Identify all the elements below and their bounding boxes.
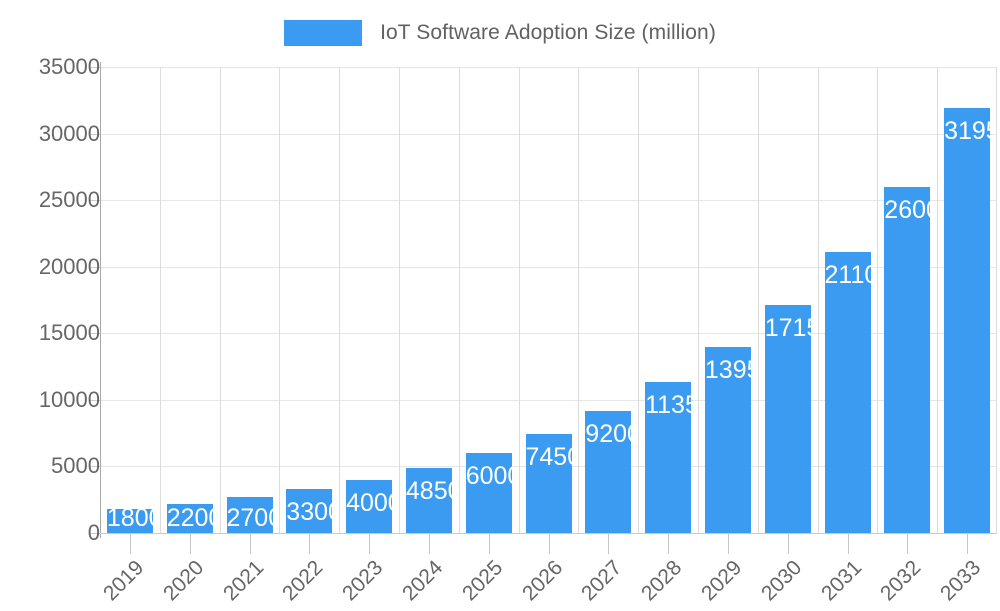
x-axis-tick-label: 2024 [397,556,448,606]
y-axis-tick-mark [90,399,101,401]
x-gridline [519,67,520,533]
x-axis-tick-label: 2020 [158,556,208,606]
y-axis-tick-label: 5000 [51,453,100,479]
x-axis-tick-mark [668,534,669,554]
x-axis-tick-label: 2033 [936,556,986,606]
x-axis-tick-mark [907,534,908,554]
x-gridline [877,67,878,533]
plot-area: 1800220027003300400048506000745092001135… [100,67,997,533]
bar[interactable] [106,509,153,533]
y-axis-tick-label: 0 [87,520,100,545]
y-gridline [100,399,997,401]
y-gridline [100,266,997,268]
y-axis-tick-mark [90,466,101,468]
x-axis-tick-label: 2025 [457,556,507,606]
x-gridline [399,67,400,533]
bar[interactable] [405,468,452,533]
x-axis-tick-label: 2032 [876,556,926,606]
x-axis-tick-label: 2019 [98,556,149,606]
x-axis-tick-mark [250,534,251,554]
x-axis-tick-label: 2026 [517,556,567,606]
y-axis-tick-mark [90,133,101,135]
x-axis-tick-mark [967,534,968,554]
x-axis-tick-mark [728,534,729,554]
x-gridline [578,67,579,533]
x-axis-tick-label: 2023 [338,556,388,606]
x-axis-tick-mark [489,534,490,554]
bar[interactable] [645,381,692,533]
x-axis-tick-label: 2029 [696,556,747,606]
x-gridline [638,67,639,533]
x-gridline [937,67,938,533]
x-gridline [996,67,997,533]
y-axis-tick-label: 15000 [38,320,100,346]
x-gridline [758,67,759,533]
x-gridline [339,67,340,533]
x-axis-tick-label: 2031 [816,556,866,606]
x-axis-tick-mark [848,534,849,554]
x-axis-line [100,533,997,534]
y-axis-tick-label: 35000 [38,54,100,79]
y-axis-tick-label: 25000 [38,187,100,213]
y-gridline [100,67,997,68]
bar[interactable] [226,497,273,533]
y-axis-tick-label: 10000 [38,386,100,412]
y-axis-tick-label: 20000 [38,253,100,279]
bar[interactable] [465,453,512,533]
x-gridline [160,67,161,533]
bar[interactable] [884,186,931,533]
x-gridline [698,67,699,533]
legend-label[interactable]: IoT Software Adoption Size (million) [380,21,716,44]
bar[interactable] [704,347,751,533]
y-axis-line [100,62,101,538]
x-axis-tick-mark [429,534,430,554]
x-axis-tick-mark [190,534,191,554]
y-axis-tick-mark [90,533,101,534]
x-gridline [818,67,819,533]
bar[interactable] [166,503,213,533]
x-gridline [459,67,460,533]
x-axis-tick-label: 2030 [756,556,806,606]
legend-color-swatch[interactable] [284,20,363,46]
y-axis-tick-mark [90,200,101,202]
bar[interactable] [944,107,991,533]
x-axis-tick-label: 2028 [637,556,687,606]
y-gridline [100,133,997,135]
y-axis-tick-label: 30000 [38,120,100,146]
bar[interactable] [346,479,393,533]
y-axis: 0 5000 10000 15000 20000 25000 30000 35000 [0,0,101,600]
x-axis-tick-label: 2021 [218,556,268,606]
bar[interactable] [585,410,632,533]
bar[interactable] [286,489,333,533]
x-axis-tick-mark [549,534,550,554]
y-axis-tick-mark [90,266,101,268]
bar[interactable] [525,433,572,533]
x-axis-tick-label: 2022 [278,556,328,606]
x-axis-tick-label: 2027 [577,556,627,606]
x-axis-tick-mark [309,534,310,554]
bar[interactable] [824,252,871,533]
x-axis-tick-mark [788,534,789,554]
chart-legend: IoT Software Adoption Size (million) [0,16,1000,50]
x-axis-tick-mark [369,534,370,554]
x-gridline [220,67,221,533]
y-axis-tick-mark [90,67,101,68]
bar[interactable] [764,304,811,533]
y-gridline [100,333,997,335]
y-axis-tick-mark [90,333,101,335]
x-axis-tick-mark [130,534,131,554]
x-gridline [279,67,280,533]
x-axis-tick-mark [608,534,609,554]
y-gridline [100,200,997,202]
